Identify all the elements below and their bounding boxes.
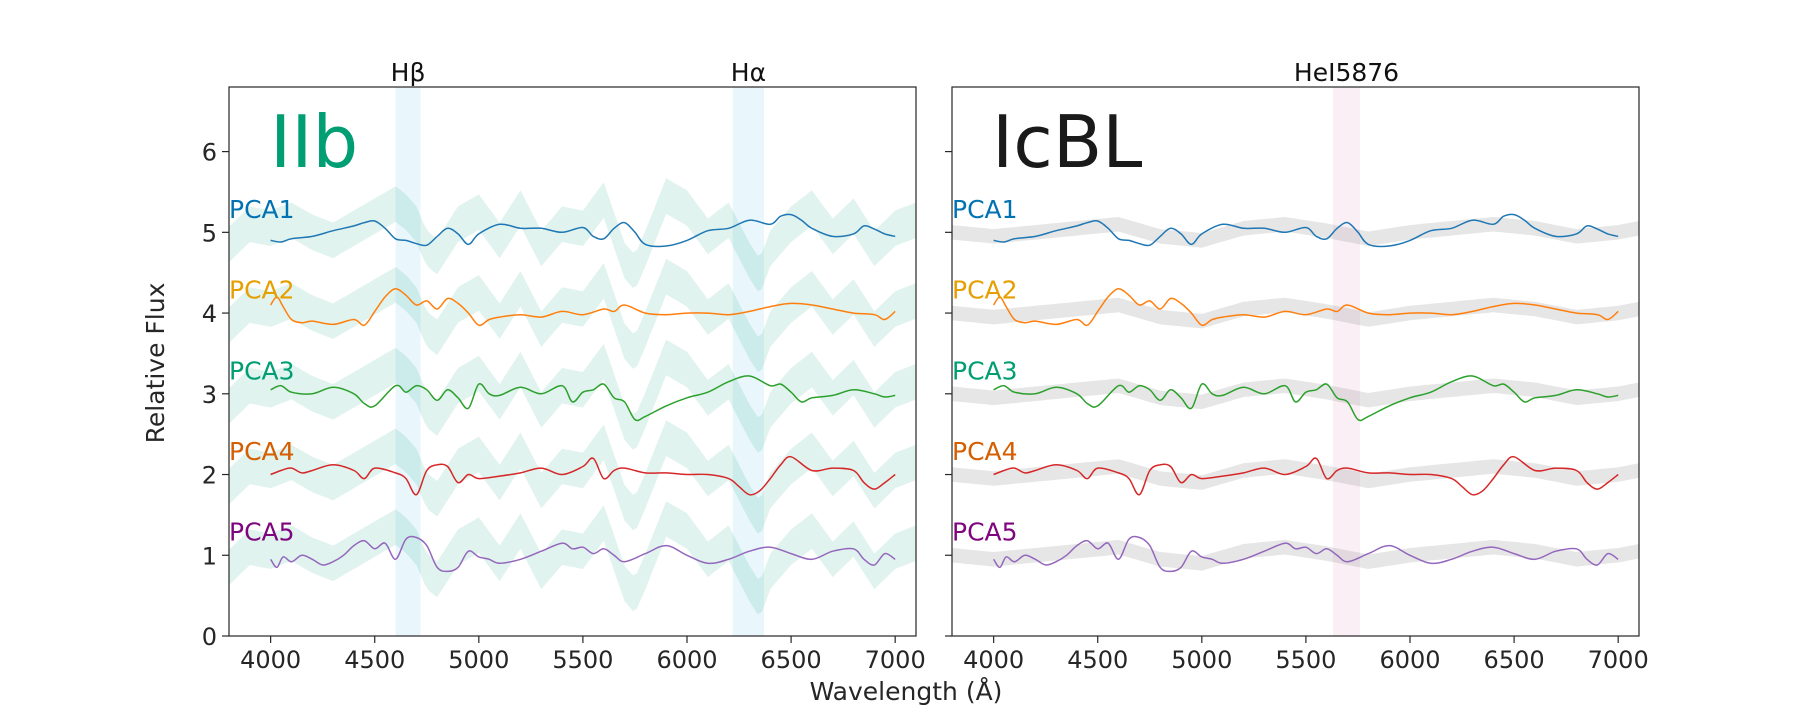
- x-tick-label: 5500: [552, 646, 613, 674]
- x-tick-label: 6500: [761, 646, 822, 674]
- series-line: [993, 213, 1619, 248]
- series-label: PCA3: [952, 356, 1018, 385]
- series-line: [270, 455, 896, 496]
- x-tick-label: 6000: [656, 646, 717, 674]
- plot-area: [952, 87, 1639, 636]
- series-line: [993, 375, 1619, 422]
- panel-icbl: HeI5876 PCA1 PCA2 PCA3 PCA4 PCA5 IcBL 4000 4500 5…: [945, 58, 1649, 674]
- x-tick-label: 6500: [1484, 646, 1545, 674]
- y-tick-label: 1: [202, 542, 217, 570]
- series-label: PCA5: [229, 518, 295, 547]
- x-tick-label: 5000: [448, 646, 509, 674]
- line-region-label: HeI5876: [1294, 58, 1399, 87]
- x-tick-label: 5000: [1171, 646, 1232, 674]
- series-line: [992, 535, 1619, 573]
- panel-type-label: IIb: [270, 100, 358, 184]
- series-label: PCA1: [229, 195, 295, 224]
- series-label: PCA4: [229, 437, 295, 466]
- series-label: PCA5: [952, 518, 1018, 547]
- x-tick-label: 4500: [1067, 646, 1128, 674]
- x-tick-label: 4000: [240, 646, 301, 674]
- series-label: PCA4: [952, 437, 1018, 466]
- plot-area: [229, 87, 916, 636]
- uncertainty-band: [952, 539, 1639, 571]
- x-axis-label: Wavelength (Å): [810, 677, 1003, 706]
- panel-iib: Hβ Hα PCA1 PCA2 PCA3 PCA4 PCA5 IIb 4000 4500 5000 5…: [202, 58, 926, 674]
- x-tick-label: 5500: [1275, 646, 1336, 674]
- line-region: [732, 87, 765, 636]
- x-tick-label: 4500: [344, 646, 405, 674]
- x-tick-label: 4000: [963, 646, 1024, 674]
- y-tick-label: 3: [202, 381, 217, 409]
- uncertainty-band: [229, 178, 916, 292]
- series-label: PCA2: [229, 276, 295, 305]
- y-tick-label: 6: [202, 139, 217, 167]
- line-region: [395, 87, 421, 636]
- axes-frame: [951, 86, 1640, 637]
- axes-frame: [228, 86, 917, 637]
- line-region: [1332, 87, 1361, 636]
- uncertainty-band: [952, 217, 1639, 248]
- panel-type-label: IcBL: [992, 100, 1142, 184]
- series-label: PCA3: [229, 356, 295, 385]
- y-tick-label: 4: [202, 300, 217, 328]
- series-label: PCA2: [952, 276, 1018, 305]
- uncertainty-band: [229, 259, 916, 372]
- series-line: [992, 288, 1619, 327]
- line-region-label: Hβ: [391, 58, 426, 87]
- uncertainty-band: [229, 339, 916, 453]
- series-line: [270, 213, 896, 248]
- y-tick-label: 5: [202, 219, 217, 247]
- series-line: [269, 288, 896, 327]
- y-tick-label: 2: [202, 462, 217, 490]
- line-region-label: Hα: [731, 58, 766, 87]
- x-tick-label: 7000: [865, 646, 926, 674]
- uncertainty-band: [229, 420, 916, 534]
- y-tick-label: 0: [202, 623, 217, 651]
- y-axis-label: Relative Flux: [141, 283, 170, 444]
- uncertainty-band: [229, 501, 916, 615]
- x-tick-label: 7000: [1588, 646, 1649, 674]
- uncertainty-band: [952, 459, 1639, 490]
- series-line: [270, 375, 896, 422]
- series-label: PCA1: [952, 195, 1018, 224]
- uncertainty-band: [952, 378, 1639, 410]
- series-line: [269, 535, 896, 573]
- series-line: [993, 455, 1619, 496]
- x-tick-label: 6000: [1379, 646, 1440, 674]
